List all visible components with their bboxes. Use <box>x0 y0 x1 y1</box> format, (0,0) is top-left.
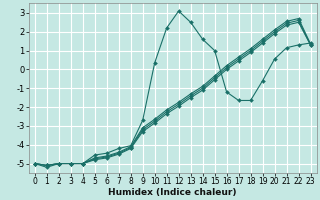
X-axis label: Humidex (Indice chaleur): Humidex (Indice chaleur) <box>108 188 237 197</box>
